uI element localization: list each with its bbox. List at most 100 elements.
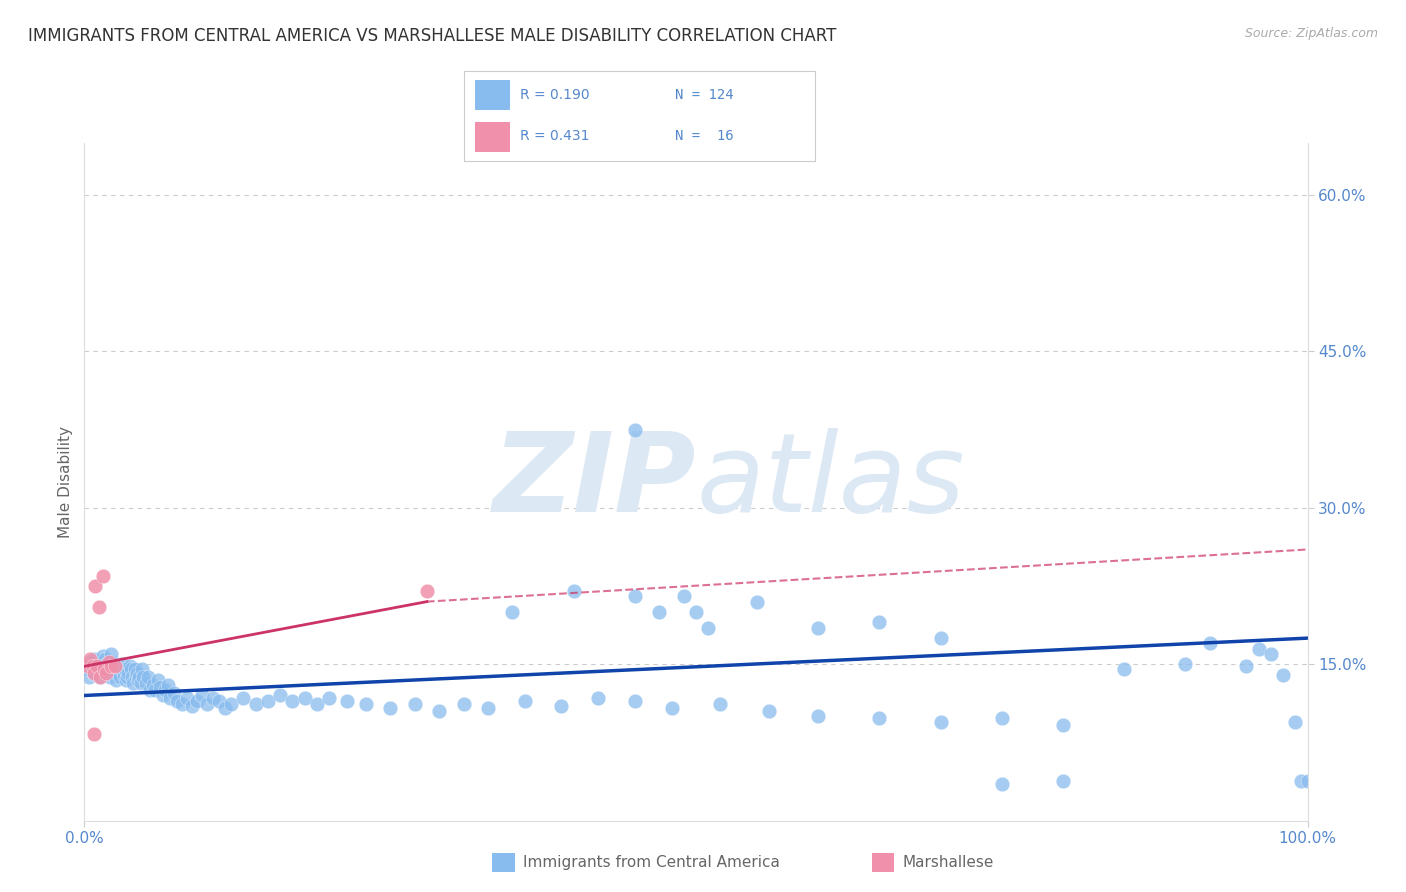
Point — [108, 670, 131, 684]
Y-axis label: Male Disability: Male Disability — [58, 425, 73, 538]
Point — [269, 689, 291, 703]
Point — [91, 648, 114, 663]
Point — [176, 690, 198, 705]
Point — [1236, 659, 1258, 673]
Text: Marshallese: Marshallese — [903, 855, 994, 870]
Text: ZIP: ZIP — [492, 428, 696, 535]
Point — [159, 690, 181, 705]
Point — [136, 670, 159, 684]
Point — [1296, 774, 1319, 789]
Point — [305, 697, 328, 711]
Point — [94, 652, 117, 666]
Point — [89, 670, 111, 684]
Point — [103, 666, 125, 681]
Point — [245, 697, 267, 711]
Point — [318, 690, 340, 705]
Point — [146, 673, 169, 687]
Point — [77, 670, 100, 684]
Point — [111, 657, 134, 672]
Point — [477, 701, 499, 715]
Point — [201, 690, 224, 705]
Point — [143, 683, 166, 698]
Point — [132, 670, 155, 684]
Point — [152, 689, 174, 703]
Text: IMMIGRANTS FROM CENTRAL AMERICA VS MARSHALLESE MALE DISABILITY CORRELATION CHART: IMMIGRANTS FROM CENTRAL AMERICA VS MARSH… — [28, 27, 837, 45]
Point — [427, 704, 450, 718]
Point — [83, 666, 105, 681]
Point — [354, 697, 377, 711]
Point — [96, 657, 118, 672]
Point — [166, 694, 188, 708]
Point — [114, 662, 136, 676]
Point — [191, 689, 214, 703]
Point — [118, 659, 141, 673]
Text: N =  16: N = 16 — [675, 129, 734, 144]
Point — [294, 690, 316, 705]
Point — [97, 665, 120, 680]
Point — [232, 690, 254, 705]
Point — [124, 662, 146, 676]
Point — [97, 659, 120, 673]
Point — [416, 584, 439, 599]
Point — [758, 704, 780, 718]
Point — [101, 659, 124, 673]
Point — [125, 665, 148, 680]
Point — [139, 683, 162, 698]
Point — [77, 659, 100, 673]
Point — [624, 590, 647, 604]
Point — [697, 621, 720, 635]
Point — [93, 666, 115, 681]
Point — [807, 709, 830, 723]
Point — [709, 697, 731, 711]
Point — [105, 673, 128, 687]
Text: R = 0.190: R = 0.190 — [520, 88, 591, 103]
Point — [83, 727, 105, 741]
Point — [98, 670, 121, 684]
Point — [453, 697, 475, 711]
Point — [1260, 647, 1282, 661]
Point — [100, 655, 122, 669]
Point — [84, 652, 107, 666]
Text: R = 0.431: R = 0.431 — [520, 129, 589, 144]
Point — [648, 605, 671, 619]
Point — [121, 670, 143, 684]
Point — [172, 697, 194, 711]
Point — [1284, 714, 1306, 729]
Point — [97, 662, 120, 676]
Point — [80, 665, 103, 679]
Point — [86, 659, 108, 673]
Point — [1272, 667, 1295, 681]
Text: Source: ZipAtlas.com: Source: ZipAtlas.com — [1244, 27, 1378, 40]
Point — [1198, 636, 1220, 650]
Point — [100, 647, 122, 661]
Point — [929, 631, 952, 645]
Point — [149, 680, 172, 694]
Point — [1247, 641, 1270, 656]
Point — [84, 579, 107, 593]
Point — [131, 662, 153, 676]
Point — [96, 665, 118, 680]
Point — [91, 568, 114, 582]
Point — [380, 701, 402, 715]
Point — [195, 697, 218, 711]
Point — [129, 676, 152, 690]
Point — [219, 697, 242, 711]
Point — [336, 694, 359, 708]
Text: N = 124: N = 124 — [675, 88, 734, 103]
Point — [747, 594, 769, 608]
Point — [562, 584, 585, 599]
Point — [107, 659, 129, 673]
Point — [97, 655, 120, 669]
Point — [104, 662, 127, 676]
Point — [208, 694, 231, 708]
Point — [87, 662, 110, 676]
Point — [404, 697, 426, 711]
Point — [1291, 774, 1313, 789]
Point — [929, 714, 952, 729]
Point — [661, 701, 683, 715]
Point — [90, 655, 112, 669]
Point — [87, 659, 110, 673]
Point — [869, 615, 891, 630]
Point — [181, 698, 204, 713]
Point — [86, 657, 108, 672]
